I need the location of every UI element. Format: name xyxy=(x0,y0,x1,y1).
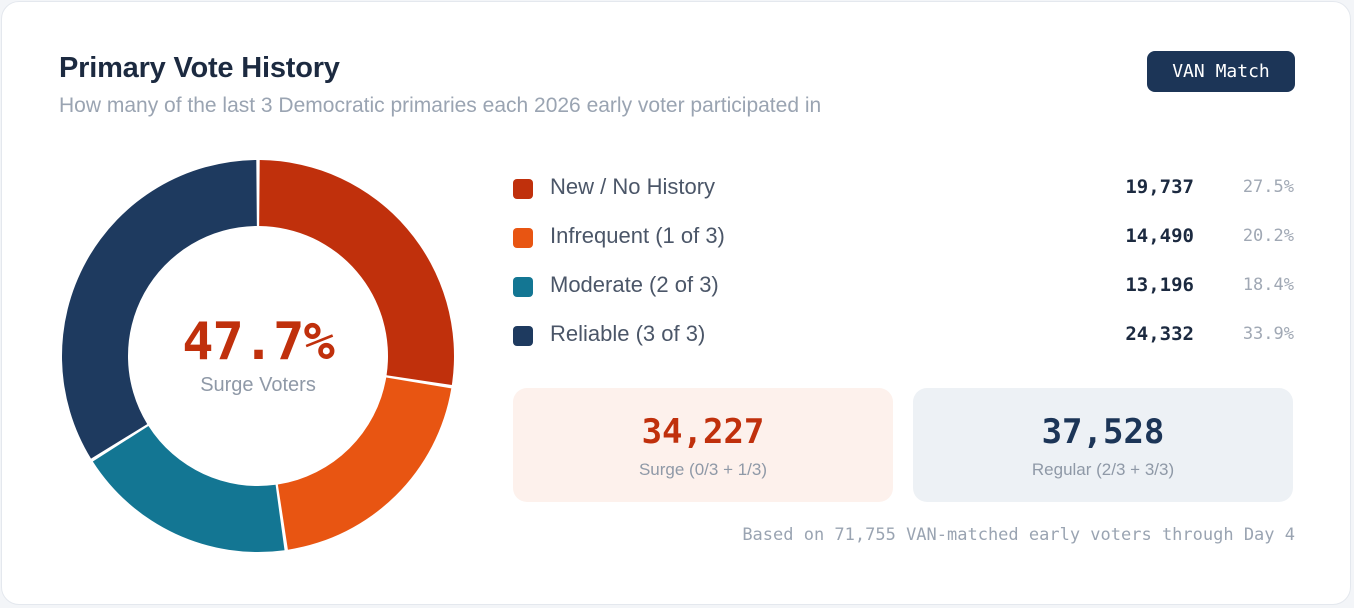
legend-swatch-new xyxy=(513,179,533,199)
legend-percent: 20.2% xyxy=(1242,226,1294,246)
regular-total-label: Regular (2/3 + 3/3) xyxy=(1031,460,1175,479)
page-title: Primary Vote History xyxy=(59,52,340,84)
van-match-badge[interactable]: VAN Match xyxy=(1147,51,1295,92)
legend-item-reliable[interactable]: Reliable (3 of 3) 24,332 33.9% xyxy=(513,320,1294,350)
legend-label: Reliable (3 of 3) xyxy=(550,321,706,346)
page-subtitle: How many of the last 3 Democratic primar… xyxy=(59,94,822,117)
legend-label: New / No History xyxy=(550,174,716,199)
legend-percent: 27.5% xyxy=(1242,177,1294,197)
footnote: Based on 71,755 VAN-matched early voters… xyxy=(742,525,1295,545)
legend-percent: 33.9% xyxy=(1242,324,1294,344)
surge-total-value: 34,227 xyxy=(641,412,765,452)
legend-count: 24,332 xyxy=(1125,323,1194,345)
legend-swatch-moderate xyxy=(513,277,533,297)
donut-slice-moderate[interactable] xyxy=(92,425,285,552)
surge-percent-label: Surge Voters xyxy=(200,374,316,396)
legend-count: 19,737 xyxy=(1125,176,1194,198)
legend-percent: 18.4% xyxy=(1242,275,1294,295)
legend-item-new[interactable]: New / No History 19,737 27.5% xyxy=(513,173,1294,203)
legend-swatch-reliable xyxy=(513,326,533,346)
legend-count: 14,490 xyxy=(1125,225,1194,247)
donut-slice-reliable[interactable] xyxy=(62,160,257,459)
surge-summary-box: 34,227 Surge (0/3 + 1/3) xyxy=(513,388,893,502)
donut-slice-infrequent[interactable] xyxy=(277,377,452,550)
regular-summary-box: 37,528 Regular (2/3 + 3/3) xyxy=(913,388,1293,502)
legend-item-moderate[interactable]: Moderate (2 of 3) 13,196 18.4% xyxy=(513,271,1294,301)
donut-chart xyxy=(62,160,454,552)
surge-percent-value: 47.7% xyxy=(182,312,335,372)
legend-label: Infrequent (1 of 3) xyxy=(550,223,725,248)
legend-swatch-infrequent xyxy=(513,228,533,248)
donut-slice-new[interactable] xyxy=(259,160,454,386)
regular-total-value: 37,528 xyxy=(1041,412,1165,452)
surge-total-label: Surge (0/3 + 1/3) xyxy=(638,460,768,479)
legend-count: 13,196 xyxy=(1125,274,1194,296)
legend-label: Moderate (2 of 3) xyxy=(550,272,719,297)
legend-item-infrequent[interactable]: Infrequent (1 of 3) 14,490 20.2% xyxy=(513,222,1294,252)
